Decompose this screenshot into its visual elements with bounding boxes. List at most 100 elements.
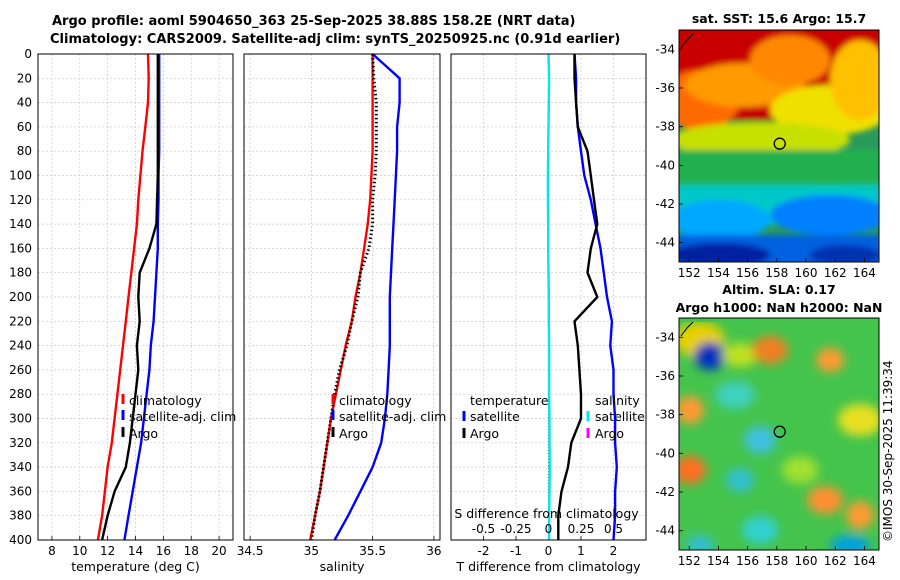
y-tick-label: 320 <box>9 436 32 450</box>
series-line-satellite-adj-clim <box>333 53 401 541</box>
sla-map-subtitle: Argo h1000: NaN h2000: NaN <box>675 300 883 315</box>
x-tick-label: 18 <box>184 544 199 558</box>
y-tick-label: 0 <box>24 47 32 61</box>
y-tick-label: 100 <box>9 169 32 183</box>
map-lon-label: 162 <box>824 554 847 568</box>
legend-label: satellite <box>470 409 520 424</box>
legend-label: satellite-adj. clim <box>129 409 236 424</box>
y-tick-label: 280 <box>9 387 32 401</box>
salinity-frame <box>243 53 441 541</box>
salinity-panel: 34.5 35 35.5 36 salinity climatologysatellite… <box>237 53 446 574</box>
map-lat-label: -36 <box>655 81 675 95</box>
map-lat-label: -34 <box>655 42 675 56</box>
x-tick-label: 20 <box>211 544 226 558</box>
map-lat-label: -38 <box>655 408 675 422</box>
s-tick-label: -0.25 <box>500 522 531 536</box>
series-line-argo <box>100 54 160 541</box>
sst-map <box>679 30 879 262</box>
map-lon-label: 164 <box>853 554 876 568</box>
map-lon-label: 156 <box>736 266 759 280</box>
map-lat-label: -34 <box>655 330 675 344</box>
temperature-frame <box>37 53 234 541</box>
difference-xlabel: T difference from climatology <box>455 559 641 574</box>
sla-map-frame <box>678 317 880 551</box>
map-lon-label: 162 <box>824 266 847 280</box>
x-tick-label: -1 <box>510 544 522 558</box>
s-tick-label: -0.5 <box>472 522 495 536</box>
y-tick-label: 160 <box>9 241 32 255</box>
x-tick-label: 8 <box>48 544 56 558</box>
map-lon-label: 156 <box>736 554 759 568</box>
x-tick-label: 10 <box>72 544 87 558</box>
y-tick-label: 180 <box>9 266 32 280</box>
map-lon-label: 158 <box>765 266 788 280</box>
y-tick-label: 80 <box>17 144 32 158</box>
map-lon-label: 160 <box>795 266 818 280</box>
x-tick-label: 1 <box>577 544 585 558</box>
legend-label: climatology <box>339 393 412 408</box>
legend-label: salinity <box>595 393 640 408</box>
series-line-t-argo <box>557 54 599 540</box>
x-tick-label: 34.5 <box>237 544 264 558</box>
difference-panel: -2 -1 0 1 2T difference from climatology temp… <box>450 53 647 574</box>
salinity-xlabel: salinity <box>320 559 365 574</box>
series-line-satellite-adj-clim <box>123 54 161 541</box>
x-tick-label: -2 <box>478 544 490 558</box>
coastline <box>680 321 694 337</box>
s-tick-label: 0.5 <box>604 522 623 536</box>
y-tick-label: 340 <box>9 460 32 474</box>
map-lon-label: 158 <box>765 554 788 568</box>
map-lat-label: -42 <box>655 485 675 499</box>
y-tick-label: 60 <box>17 120 32 134</box>
y-tick-label: 400 <box>9 533 32 547</box>
x-tick-label: 35.5 <box>359 544 386 558</box>
x-tick-label: 2 <box>610 544 618 558</box>
y-tick-label: 240 <box>9 339 32 353</box>
sst-map-title: sat. SST: 15.6 Argo: 15.7 <box>691 11 867 26</box>
y-tick-label: 300 <box>9 412 32 426</box>
legend-label: satellite <box>595 409 645 424</box>
float-position-marker <box>773 425 786 438</box>
legend-label: Argo <box>339 426 368 441</box>
map-lat-label: -38 <box>655 120 675 134</box>
float-position-marker <box>773 137 786 150</box>
map-lon-label: 154 <box>707 554 730 568</box>
sla-map-title: Altim. SLA: 0.17 <box>722 282 836 297</box>
y-tick-label: 380 <box>9 509 32 523</box>
y-tick-label: 260 <box>9 363 32 377</box>
y-tick-label: 200 <box>9 290 32 304</box>
map-lon-label: 160 <box>795 554 818 568</box>
difference-xlabel-top: S difference from climatology <box>454 506 639 521</box>
map-lon-label: 154 <box>707 266 730 280</box>
map-lat-label: -40 <box>655 158 675 172</box>
legend-label: satellite-adj. clim <box>339 409 446 424</box>
x-tick-label: 16 <box>156 544 171 558</box>
x-tick-label: 35 <box>304 544 319 558</box>
temperature-panel: 8 10 12 14 16 18 20020406080100120140160180200… <box>9 47 236 574</box>
temperature-xlabel: temperature (deg C) <box>71 559 200 574</box>
map-lat-label: -44 <box>655 236 675 250</box>
x-tick-label: 14 <box>128 544 143 558</box>
map-lat-label: -42 <box>655 197 675 211</box>
x-tick-label: 36 <box>426 544 441 558</box>
x-tick-label: 12 <box>100 544 115 558</box>
imos-credit: ©IMOS 30-Sep-2025 11:39:34 <box>881 360 895 542</box>
series-line-climatology <box>96 53 150 541</box>
y-tick-label: 40 <box>17 96 32 110</box>
legend-label: Argo <box>129 426 158 441</box>
sla-map <box>679 318 879 550</box>
map-lon-label: 152 <box>678 266 701 280</box>
map-lon-label: 152 <box>678 554 701 568</box>
map-lat-label: -44 <box>655 524 675 538</box>
map-lat-label: -36 <box>655 369 675 383</box>
series-line-t-satellite <box>573 53 618 541</box>
sst-map-frame <box>678 29 880 263</box>
difference-frame <box>450 53 647 541</box>
y-tick-label: 120 <box>9 193 32 207</box>
s-tick-label: 0 <box>545 522 553 536</box>
map-lat-label: -40 <box>655 446 675 460</box>
plot-title-line2: Climatology: CARS2009. Satellite-adj cli… <box>50 32 621 47</box>
plot-title-line1: Argo profile: aoml 5904650_363 25-Sep-20… <box>52 14 576 29</box>
y-tick-label: 220 <box>9 314 32 328</box>
